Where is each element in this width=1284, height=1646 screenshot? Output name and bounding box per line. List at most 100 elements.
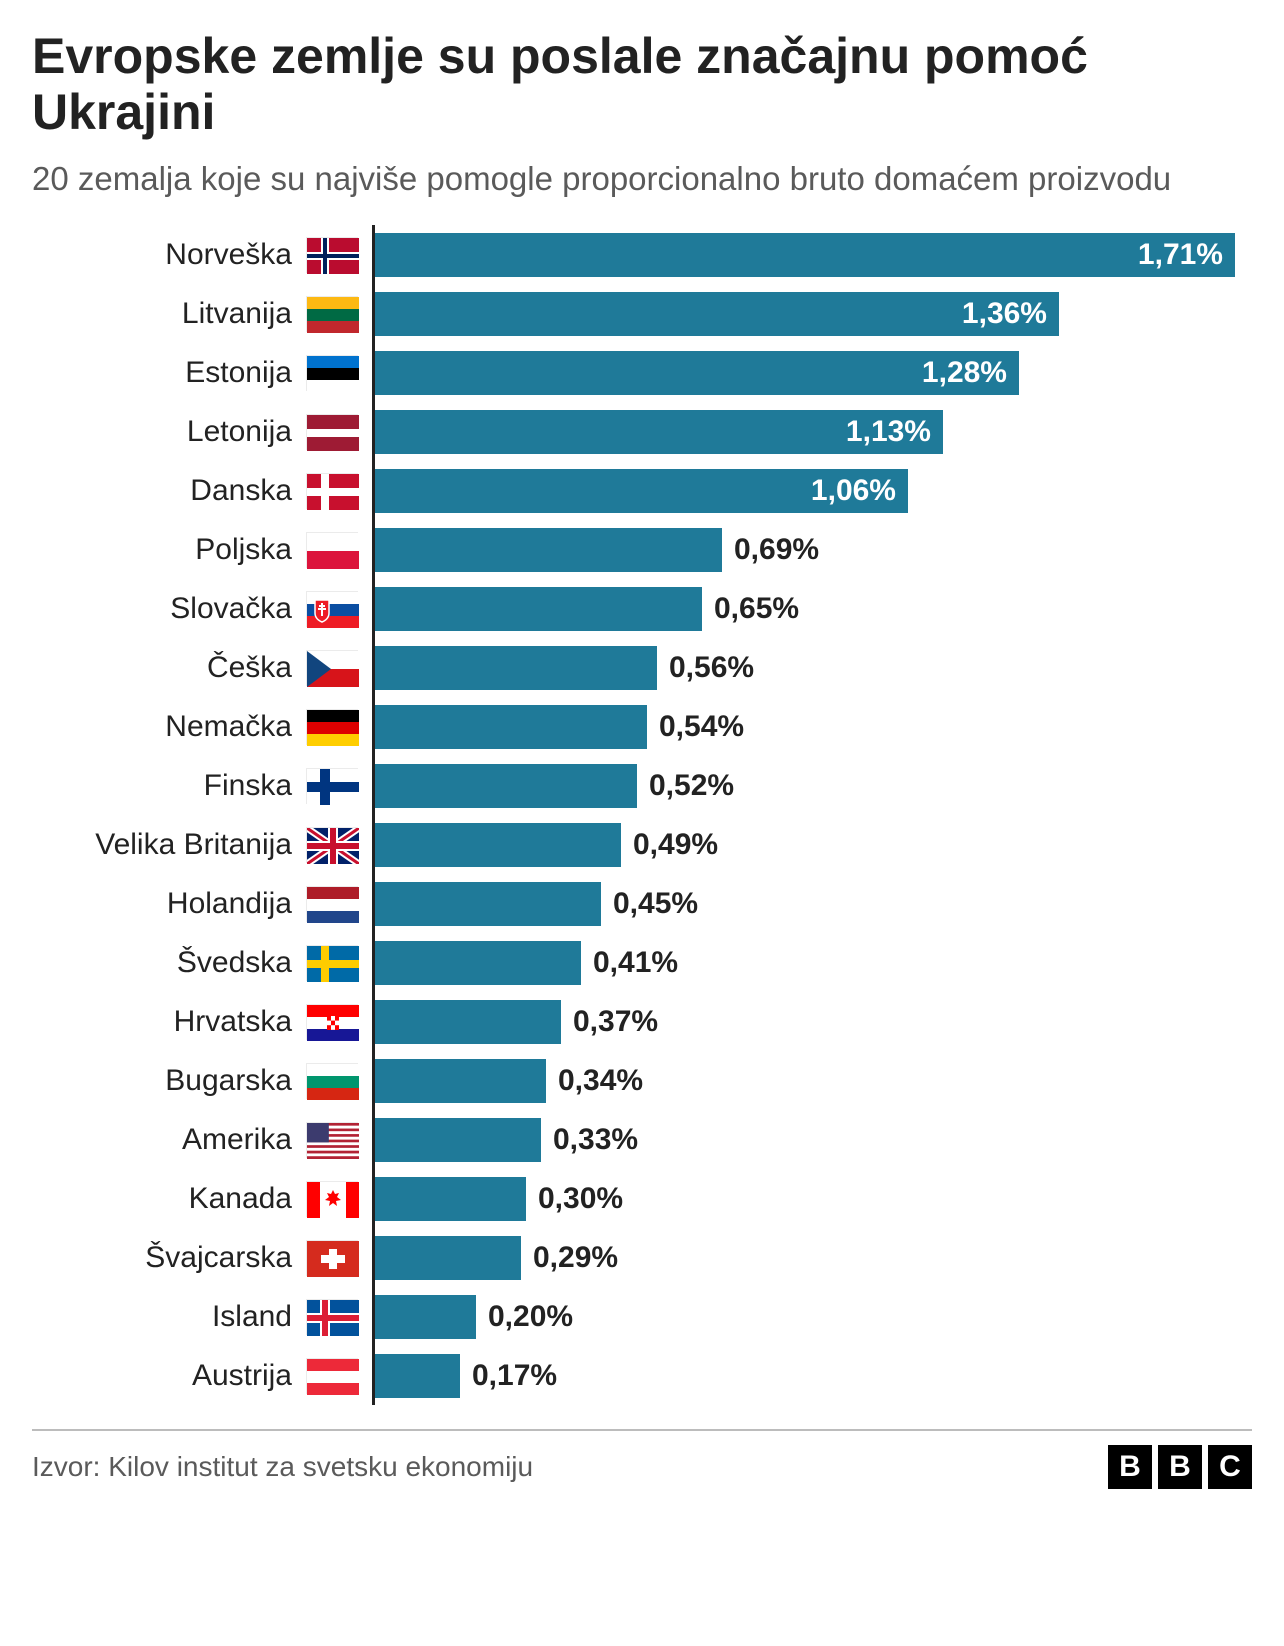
- bar-label-col: Amerika: [32, 1122, 372, 1158]
- chart-container: Evropske zemlje su poslale značajnu pomo…: [0, 0, 1284, 1509]
- bar-label-col: Island: [32, 1299, 372, 1335]
- country-label: Kanada: [189, 1182, 292, 1216]
- bar-track: 0,34%: [372, 1051, 1252, 1110]
- bar-value: 0,45%: [613, 887, 698, 921]
- flag-icon-at: [306, 1358, 358, 1394]
- country-label: Holandija: [167, 887, 292, 921]
- flag-icon-no: [306, 237, 358, 273]
- bar-track: 0,41%: [372, 933, 1252, 992]
- flag-icon-ca: [306, 1181, 358, 1217]
- bar: 0,54%: [375, 705, 647, 749]
- country-label: Poljska: [195, 533, 292, 567]
- bbc-logo: B B C: [1108, 1445, 1252, 1489]
- bar-label-col: Estonija: [32, 355, 372, 391]
- bar-track: 1,06%: [372, 461, 1252, 520]
- bar-value: 0,54%: [659, 710, 744, 744]
- flag-icon-ch: [306, 1240, 358, 1276]
- bar-label-col: Nemačka: [32, 709, 372, 745]
- bar: 0,30%: [375, 1177, 526, 1221]
- bar-label-col: Švajcarska: [32, 1240, 372, 1276]
- bar-value: 0,33%: [553, 1123, 638, 1157]
- bar-track: 0,33%: [372, 1110, 1252, 1169]
- country-label: Norveška: [165, 238, 292, 272]
- bar-label-col: Austrija: [32, 1358, 372, 1394]
- flag-icon-pl: [306, 532, 358, 568]
- country-label: Nemačka: [165, 710, 292, 744]
- bar: 0,20%: [375, 1295, 476, 1339]
- flag-icon-lv: [306, 414, 358, 450]
- bar-track: 0,56%: [372, 638, 1252, 697]
- country-label: Estonija: [185, 356, 292, 390]
- bar-label-col: Slovačka: [32, 591, 372, 627]
- flag-icon-cz: [306, 650, 358, 686]
- bbc-logo-letter: C: [1208, 1445, 1252, 1489]
- bar: 0,56%: [375, 646, 657, 690]
- bar-row: Litvanija 1,36%: [32, 284, 1252, 343]
- bar-value: 0,17%: [472, 1359, 557, 1393]
- country-label: Danska: [190, 474, 292, 508]
- country-label: Finska: [204, 769, 292, 803]
- bar-row: Velika Britanija 0,49%: [32, 815, 1252, 874]
- chart-subtitle: 20 zemalja koje su najviše pomogle propo…: [32, 158, 1252, 199]
- bar-value: 1,13%: [846, 415, 931, 449]
- bar: 0,52%: [375, 764, 637, 808]
- country-label: Švedska: [177, 946, 292, 980]
- bar-row: Slovačka0,65%: [32, 579, 1252, 638]
- bar-label-col: Holandija: [32, 886, 372, 922]
- bar: 0,65%: [375, 587, 702, 631]
- country-label: Velika Britanija: [95, 828, 292, 862]
- bar-value: 0,30%: [538, 1182, 623, 1216]
- bar-value: 0,20%: [488, 1300, 573, 1334]
- bar: 0,45%: [375, 882, 601, 926]
- bar-value: 0,65%: [714, 592, 799, 626]
- flag-icon-nl: [306, 886, 358, 922]
- bar-value: 0,37%: [573, 1005, 658, 1039]
- flag-icon-bg: [306, 1063, 358, 1099]
- flag-icon-de: [306, 709, 358, 745]
- bar-track: 0,54%: [372, 697, 1252, 756]
- bar: 0,37%: [375, 1000, 561, 1044]
- bar: 1,71%: [375, 233, 1235, 277]
- bar-row: Češka 0,56%: [32, 638, 1252, 697]
- bar-chart: Norveška 1,71% Litvanija 1,36% Estonija 1,28%…: [32, 225, 1252, 1405]
- bar: 1,36%: [375, 292, 1059, 336]
- country-label: Češka: [207, 651, 292, 685]
- bbc-logo-letter: B: [1158, 1445, 1202, 1489]
- bar-track: 0,69%: [372, 520, 1252, 579]
- bar-label-col: Češka: [32, 650, 372, 686]
- bar-row: Letonija 1,13%: [32, 402, 1252, 461]
- country-label: Hrvatska: [174, 1005, 292, 1039]
- bar-value: 0,29%: [533, 1241, 618, 1275]
- bar-value: 0,56%: [669, 651, 754, 685]
- bar-label-col: Finska: [32, 768, 372, 804]
- country-label: Litvanija: [182, 297, 292, 331]
- bar-value: 0,52%: [649, 769, 734, 803]
- chart-footer: Izvor: Kilov institut za svetsku ekonomi…: [32, 1429, 1252, 1489]
- bar-track: 0,17%: [372, 1346, 1252, 1405]
- bar-value: 0,49%: [633, 828, 718, 862]
- bar-track: 0,49%: [372, 815, 1252, 874]
- bar-row: Island0,20%: [32, 1287, 1252, 1346]
- bar-value: 1,36%: [962, 297, 1047, 331]
- bar-row: Hrvatska 0,37%: [32, 992, 1252, 1051]
- bar-row: Estonija 1,28%: [32, 343, 1252, 402]
- bar-row: Austrija 0,17%: [32, 1346, 1252, 1405]
- bar: 0,41%: [375, 941, 581, 985]
- flag-icon-ee: [306, 355, 358, 391]
- flag-icon-is: [306, 1299, 358, 1335]
- country-label: Amerika: [182, 1123, 292, 1157]
- country-label: Austrija: [192, 1359, 292, 1393]
- bar-track: 0,52%: [372, 756, 1252, 815]
- flag-icon-se: [306, 945, 358, 981]
- bar: 0,49%: [375, 823, 621, 867]
- bar-row: Danska 1,06%: [32, 461, 1252, 520]
- bar-label-col: Litvanija: [32, 296, 372, 332]
- flag-icon-lt: [306, 296, 358, 332]
- country-label: Letonija: [187, 415, 292, 449]
- bar-track: 1,28%: [372, 343, 1252, 402]
- bar-track: 0,65%: [372, 579, 1252, 638]
- bar-label-col: Hrvatska: [32, 1004, 372, 1040]
- bar-row: Holandija 0,45%: [32, 874, 1252, 933]
- flag-icon-us: [306, 1122, 358, 1158]
- bar-track: 1,36%: [372, 284, 1252, 343]
